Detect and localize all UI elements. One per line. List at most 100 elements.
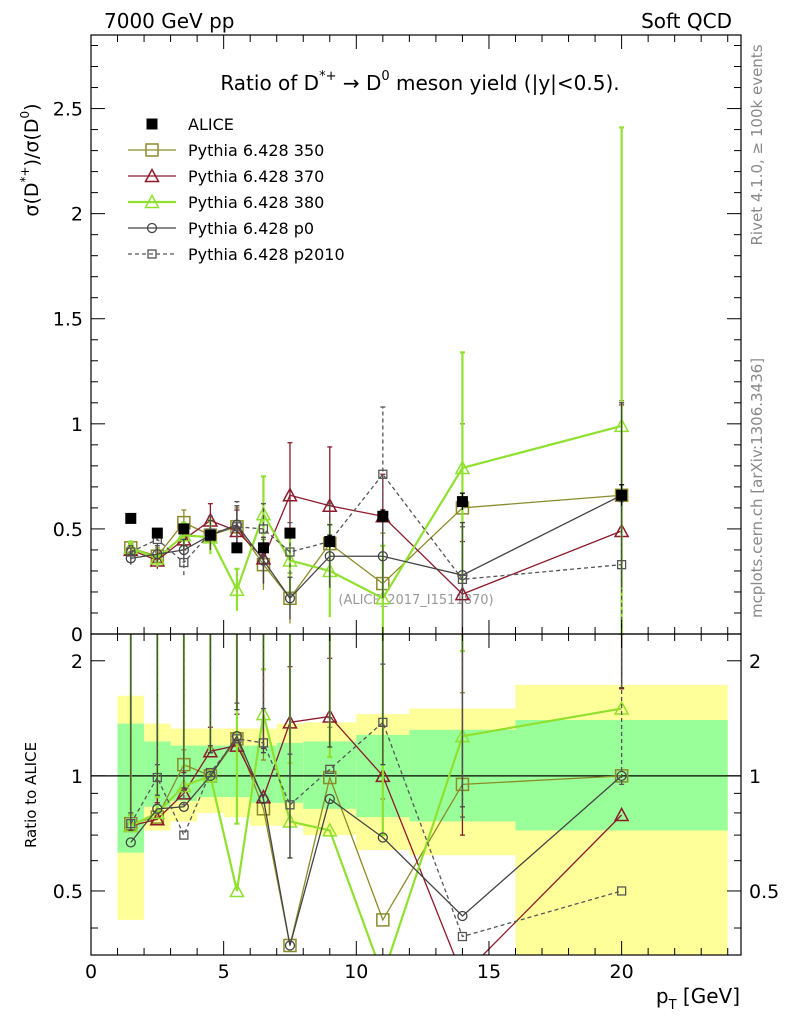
main-y-tick-label: 1 bbox=[71, 414, 83, 436]
main-data-point bbox=[284, 593, 296, 604]
ratio-data-point bbox=[179, 830, 189, 840]
ratio-y-tick-label-right: 0.5 bbox=[749, 881, 779, 903]
watermark: (ALICE_2017_I1511870) bbox=[338, 593, 493, 608]
ratio-data-point bbox=[205, 767, 216, 778]
ratio-data-point bbox=[613, 806, 630, 822]
main-y-tick-label: 1.5 bbox=[53, 309, 83, 331]
ratio-data-point bbox=[126, 818, 136, 829]
main-data-point bbox=[375, 590, 391, 605]
main-data-point bbox=[231, 542, 243, 554]
ratio-y-tick-label: 2 bbox=[71, 651, 83, 673]
main-data-point bbox=[152, 548, 163, 560]
rivet-label: Rivet 4.1.0, ≥ 100k events bbox=[748, 44, 766, 245]
ratio-data-point bbox=[202, 743, 219, 758]
main-data-point bbox=[454, 459, 471, 475]
main-data-point bbox=[616, 559, 627, 570]
ratio-series-line bbox=[130, 734, 623, 946]
main-data-point bbox=[456, 496, 468, 508]
x-tick-label: 15 bbox=[477, 961, 501, 983]
ratio-frame bbox=[90, 633, 742, 956]
ratio-y-tick-label: 0.5 bbox=[53, 881, 83, 903]
ratio-data-point bbox=[285, 800, 295, 810]
main-data-point bbox=[232, 522, 242, 532]
ratio-data-point bbox=[324, 793, 335, 805]
ratio-data-point bbox=[457, 910, 468, 922]
main-data-point bbox=[125, 512, 137, 524]
main-data-point bbox=[229, 581, 245, 597]
ratio-plot-area bbox=[123, 634, 630, 955]
main-y-tick-label: 0.5 bbox=[53, 519, 83, 541]
main-data-point bbox=[204, 529, 216, 541]
main-data-point bbox=[151, 527, 163, 539]
main-y-tick-label: 2 bbox=[71, 204, 83, 226]
x-tick-label: 0 bbox=[85, 961, 97, 983]
legend-label: Pythia 6.428 p2010 bbox=[188, 245, 345, 264]
main-title: Ratio of D*+ → D0 meson yield (|y|<0.5). bbox=[220, 69, 619, 95]
legend-marker bbox=[145, 143, 159, 157]
ratio-data-point bbox=[232, 734, 242, 744]
legend-label: Pythia 6.428 p0 bbox=[188, 219, 314, 238]
ratio-series-line bbox=[130, 715, 623, 955]
main-series-line bbox=[130, 424, 622, 600]
ratio-series-p2010 bbox=[126, 634, 627, 942]
ratio-data-point bbox=[284, 940, 296, 951]
legend-marker bbox=[146, 118, 158, 130]
ratio-data-point bbox=[616, 770, 627, 782]
mcplots-label: mcplots.cern.ch [arXiv:1306.3436] bbox=[748, 358, 766, 618]
x-tick-label: 5 bbox=[218, 961, 230, 983]
legend-label: Pythia 6.428 370 bbox=[188, 167, 324, 186]
legend-marker bbox=[144, 167, 160, 183]
ratio-y-tick-label-right: 2 bbox=[749, 651, 761, 673]
legend-marker bbox=[147, 249, 157, 259]
ratio-data-point bbox=[258, 793, 269, 805]
legend-marker bbox=[146, 222, 158, 234]
header-right: Soft QCD bbox=[641, 9, 732, 33]
main-data-point bbox=[125, 553, 136, 564]
ratio-data-point bbox=[229, 882, 245, 898]
main-data-point bbox=[377, 510, 389, 522]
main-y-tick-label: 0 bbox=[71, 624, 83, 646]
main-data-point bbox=[324, 536, 336, 548]
header-left: 7000 GeV pp bbox=[104, 9, 235, 33]
ratio-series-line bbox=[130, 737, 622, 946]
ratio-data-point bbox=[152, 803, 163, 814]
main-plot-area bbox=[123, 126, 630, 634]
main-data-point bbox=[179, 557, 189, 568]
main-data-point bbox=[255, 506, 272, 521]
main-data-point bbox=[126, 547, 136, 557]
main-data-point bbox=[284, 527, 296, 539]
main-y-tick-label: 2.5 bbox=[53, 99, 83, 121]
ratio-data-point bbox=[125, 837, 136, 848]
main-y-axis-label: σ(D*+)/σ(D0) bbox=[18, 103, 43, 216]
ratio-data-point bbox=[377, 832, 388, 843]
main-data-point bbox=[178, 523, 190, 535]
main-data-point bbox=[324, 551, 335, 562]
legend-label: ALICE bbox=[188, 115, 234, 134]
main-series-line bbox=[130, 473, 622, 581]
main-data-point bbox=[258, 524, 269, 534]
main-series-alice bbox=[125, 484, 628, 554]
main-data-point bbox=[282, 487, 298, 502]
ratio-data-point bbox=[325, 764, 335, 775]
legend-label: Pythia 6.428 350 bbox=[188, 141, 324, 160]
legend-label: Pythia 6.428 380 bbox=[188, 193, 324, 212]
axes: 0 0.5 1 1.5 2 2.5 0 5 10 15 20 0.5 0.5 1 1 2 2 bbox=[53, 34, 779, 983]
x-tick-label: 20 bbox=[610, 961, 634, 983]
ratio-data-point bbox=[202, 767, 219, 783]
main-data-point bbox=[178, 544, 190, 556]
main-data-point bbox=[258, 555, 269, 566]
main-series-line bbox=[130, 494, 622, 600]
legend: ALICE Pythia 6.428 350 Pythia 6.428 370 Pyt… bbox=[128, 115, 345, 264]
ratio-data-point bbox=[123, 817, 139, 833]
ratio-data-point bbox=[283, 938, 297, 953]
ratio-data-point bbox=[616, 886, 627, 896]
ratio-data-point bbox=[378, 717, 388, 728]
legend-marker bbox=[144, 193, 160, 209]
main-data-point bbox=[322, 497, 338, 513]
ratio-data-point bbox=[376, 913, 390, 927]
ratio-series-line bbox=[130, 721, 622, 938]
main-data-point bbox=[616, 489, 628, 501]
main-data-point bbox=[378, 469, 388, 479]
ratio-y-axis-label: Ratio to ALICE bbox=[22, 742, 40, 848]
